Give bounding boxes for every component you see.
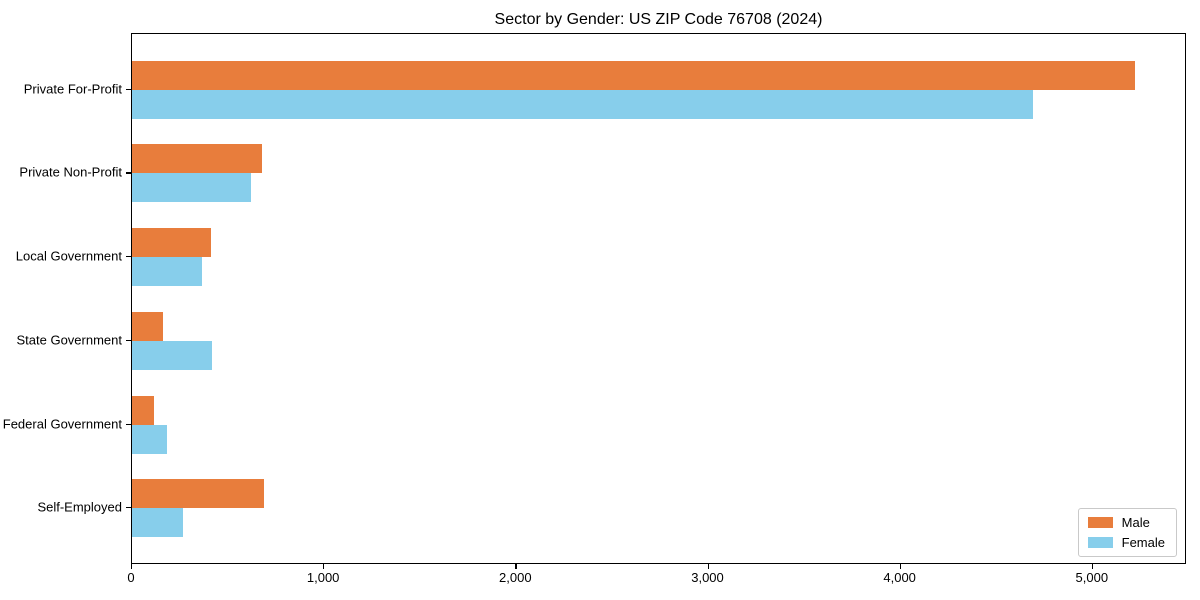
y-tick-1 xyxy=(126,172,131,174)
y-tick-label-4: Federal Government xyxy=(2,416,122,431)
bar-male-5 xyxy=(132,479,264,509)
y-tick-2 xyxy=(126,256,131,258)
x-tick-0 xyxy=(131,564,133,569)
bar-female-1 xyxy=(132,173,252,203)
bar-female-3 xyxy=(132,340,212,370)
y-tick-label-5: Self-Employed xyxy=(37,499,122,515)
y-tick-4 xyxy=(126,423,131,425)
x-tick-label-1: 1,000 xyxy=(306,570,340,585)
male-legend-swatch xyxy=(1087,517,1113,528)
y-tick-label-3: State Government xyxy=(16,332,123,348)
y-tick-label-0: Private For-Profit xyxy=(23,81,122,97)
x-tick-3 xyxy=(707,564,709,569)
legend: Male Female xyxy=(1077,508,1177,557)
bar-female-5 xyxy=(132,508,183,538)
y-tick-label-2: Local Government xyxy=(15,248,122,264)
x-tick-label-0: 0 xyxy=(127,570,135,585)
x-tick-2 xyxy=(515,564,517,569)
x-tick-label-5: 5,000 xyxy=(1075,570,1109,585)
chart-title: Sector by Gender: US ZIP Code 76708 (202… xyxy=(494,11,823,28)
bar-male-0 xyxy=(132,60,1136,90)
bar-female-4 xyxy=(132,424,167,454)
legend-item-female: Female xyxy=(1087,535,1165,550)
male-legend-label: Male xyxy=(1121,515,1150,530)
y-tick-3 xyxy=(126,339,131,341)
y-tick-5 xyxy=(126,507,131,509)
x-tick-label-2: 2,000 xyxy=(499,570,532,585)
bar-male-4 xyxy=(132,395,155,425)
bar-female-0 xyxy=(132,89,1034,119)
plot-area: Male Female xyxy=(131,33,1186,564)
y-tick-0 xyxy=(126,88,131,90)
x-tick-label-4: 4,000 xyxy=(883,570,916,585)
female-legend-swatch xyxy=(1087,537,1113,548)
x-tick-label-3: 3,000 xyxy=(691,570,724,585)
x-tick-4 xyxy=(899,564,901,569)
bar-male-3 xyxy=(132,311,163,341)
y-tick-label-1: Private Non-Profit xyxy=(19,164,122,180)
bar-male-2 xyxy=(132,228,211,258)
bar-female-2 xyxy=(132,257,203,287)
bars-layer xyxy=(132,34,1185,563)
x-tick-1 xyxy=(323,564,325,569)
legend-item-male: Male xyxy=(1087,515,1165,530)
female-legend-label: Female xyxy=(1121,535,1165,550)
bar-male-1 xyxy=(132,144,262,174)
x-tick-5 xyxy=(1091,564,1094,569)
